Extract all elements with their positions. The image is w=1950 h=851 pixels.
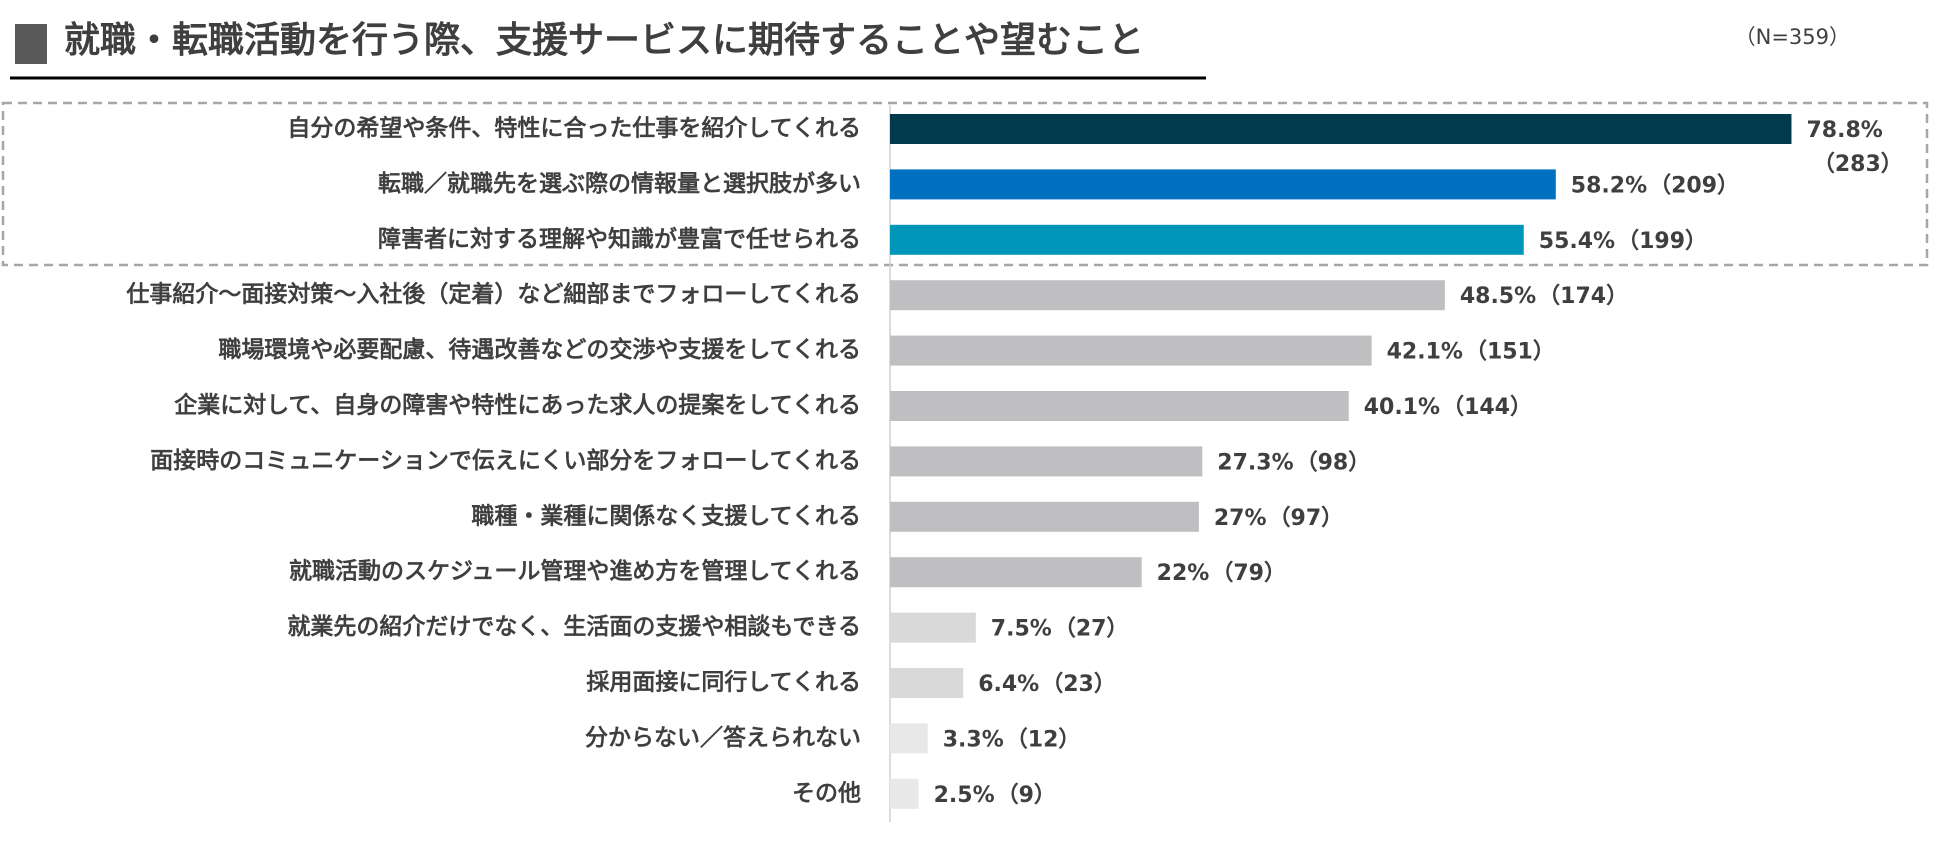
- category-label: 障害者に対する理解や知識が豊富で任せられる: [378, 225, 861, 252]
- count-label: （151）: [1465, 340, 1555, 365]
- category-label: 採用面接に同行してくれる: [586, 669, 861, 696]
- count-label: （27）: [1054, 617, 1129, 642]
- category-label: 職場環境や必要配慮、待遇改善などの交渉や支援をしてくれる: [218, 336, 861, 363]
- count-label: （283）: [1813, 152, 1903, 177]
- category-label: 分からない／答えられない: [585, 724, 861, 751]
- count-label: （98）: [1296, 450, 1371, 475]
- count-label: （174）: [1538, 284, 1628, 309]
- bar: [890, 446, 1203, 477]
- value-label: 3.3%: [943, 727, 1004, 752]
- value-label: 58.2%: [1571, 173, 1647, 198]
- category-label: 仕事紹介～面接対策～入社後（定着）など細部までフォローしてくれる: [125, 281, 861, 308]
- value-label: 2.5%: [934, 783, 995, 808]
- category-label: 就業先の紹介だけでなく、生活面の支援や相談もできる: [287, 613, 861, 640]
- count-label: （12）: [1006, 727, 1081, 752]
- value-label: 6.4%: [978, 672, 1039, 697]
- value-label: 48.5%: [1460, 284, 1536, 309]
- value-label: 78.8%: [1806, 118, 1882, 143]
- count-label: （23）: [1041, 672, 1116, 697]
- value-label: 42.1%: [1387, 340, 1463, 365]
- bar: [890, 723, 928, 754]
- category-label: 職種・業種に関係なく支援してくれる: [471, 502, 861, 529]
- category-label: 面接時のコミュニケーションで伝えにくい部分をフォローしてくれる: [150, 447, 861, 474]
- category-label: 自分の希望や条件、特性に合った仕事を紹介してくれる: [287, 115, 861, 142]
- chart-subtitle: （N=359）: [1735, 25, 1850, 49]
- value-label: 27.3%: [1217, 450, 1293, 475]
- bar: [890, 557, 1142, 588]
- bar: [890, 668, 964, 698]
- count-label: （209）: [1649, 173, 1739, 198]
- bar: [890, 501, 1199, 532]
- category-label: 転職／就職先を選ぶ際の情報量と選択肢が多い: [378, 170, 861, 197]
- category-label: その他: [792, 780, 861, 806]
- count-label: （79）: [1211, 561, 1286, 586]
- count-label: （97）: [1269, 506, 1344, 531]
- category-label: 就職活動のスケジュール管理や進め方を管理してくれる: [289, 558, 861, 585]
- value-label: 7.5%: [991, 617, 1052, 642]
- bar: [890, 612, 976, 643]
- value-label: 40.1%: [1364, 395, 1440, 420]
- bar: [890, 114, 1792, 144]
- bar: [890, 224, 1524, 255]
- value-label: 22%: [1157, 561, 1210, 586]
- count-label: （199）: [1617, 229, 1707, 254]
- value-label: 55.4%: [1539, 229, 1615, 254]
- highlight-box: [1, 101, 1929, 267]
- category-label: 企業に対して、自身の障害や特性にあった求人の提案をしてくれる: [173, 392, 861, 419]
- bar: [890, 280, 1445, 311]
- count-label: （9）: [997, 783, 1056, 808]
- bar: [890, 391, 1349, 421]
- bar: [890, 335, 1372, 366]
- bar: [890, 169, 1556, 200]
- title-marker: [15, 24, 47, 64]
- chart-title: 就職・転職活動を行う際、支援サービスに期待することや望むこと: [64, 20, 1144, 61]
- bar: [890, 778, 919, 809]
- count-label: （144）: [1442, 395, 1532, 420]
- value-label: 27%: [1214, 506, 1267, 531]
